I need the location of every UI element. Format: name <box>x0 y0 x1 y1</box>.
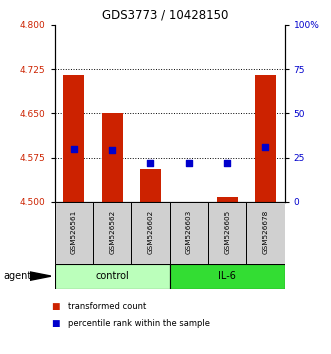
Text: ■: ■ <box>51 319 60 329</box>
Text: GSM526602: GSM526602 <box>148 209 154 253</box>
Bar <box>216 197 238 202</box>
Text: GSM526561: GSM526561 <box>71 209 77 253</box>
Bar <box>55 202 93 264</box>
Bar <box>93 202 131 264</box>
Text: GSM526562: GSM526562 <box>109 209 115 253</box>
Text: IL-6: IL-6 <box>218 271 236 281</box>
Text: GSM526678: GSM526678 <box>262 209 268 253</box>
Bar <box>246 202 285 264</box>
Bar <box>169 202 208 264</box>
Polygon shape <box>30 272 51 280</box>
Point <box>263 144 268 150</box>
Point <box>148 160 153 166</box>
Text: GSM526603: GSM526603 <box>186 209 192 253</box>
Text: GSM526605: GSM526605 <box>224 209 230 253</box>
Text: GDS3773 / 10428150: GDS3773 / 10428150 <box>102 9 229 22</box>
Text: control: control <box>95 271 129 281</box>
Bar <box>140 169 161 202</box>
Bar <box>169 264 285 289</box>
Text: ■: ■ <box>51 302 60 311</box>
Bar <box>102 113 123 202</box>
Text: percentile rank within the sample: percentile rank within the sample <box>68 319 210 329</box>
Bar <box>255 75 276 202</box>
Bar <box>178 202 199 221</box>
Point <box>110 148 115 153</box>
Bar <box>208 202 246 264</box>
Text: agent: agent <box>3 271 31 281</box>
Bar <box>63 75 84 202</box>
Bar <box>131 202 169 264</box>
Bar <box>55 264 169 289</box>
Text: transformed count: transformed count <box>68 302 146 311</box>
Point <box>186 160 191 166</box>
Point <box>224 160 230 166</box>
Point <box>71 146 76 152</box>
